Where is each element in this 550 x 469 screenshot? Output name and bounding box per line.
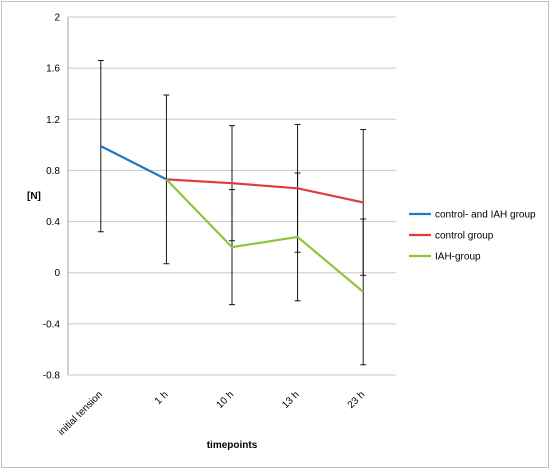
x-tick-label: initial tension bbox=[56, 389, 105, 438]
x-tick-label: 13 h bbox=[280, 389, 302, 411]
y-axis-label: [N] bbox=[27, 191, 41, 202]
y-tick-label: 1.2 bbox=[46, 115, 60, 126]
legend: control- and IAH group control group IAH-g… bbox=[409, 210, 536, 263]
legend-label: IAH-group bbox=[435, 252, 481, 263]
y-tick-label: 2 bbox=[54, 13, 60, 24]
y-tick-label: -0.4 bbox=[43, 319, 61, 330]
y-tick-labels: 2 1.6 1.2 0.8 0.4 0 -0.4 -0.8 bbox=[43, 13, 61, 382]
y-tick-label: 0 bbox=[54, 268, 60, 279]
series-line bbox=[166, 178, 364, 204]
series-line bbox=[165, 178, 364, 293]
y-tick-label: 1.6 bbox=[46, 64, 60, 75]
error-bars bbox=[97, 60, 367, 366]
series-lines bbox=[100, 145, 364, 293]
x-axis-label: timepoints bbox=[207, 440, 258, 451]
x-tick-labels: initial tension 1 h 10 h 13 h 23 h bbox=[56, 389, 367, 438]
x-tick-label: 1 h bbox=[153, 389, 171, 407]
y-tick-label: 0.4 bbox=[46, 217, 60, 228]
legend-label: control- and IAH group bbox=[435, 210, 536, 221]
series-line bbox=[100, 145, 167, 181]
x-tick-label: 10 h bbox=[215, 389, 237, 411]
y-tick-label: -0.8 bbox=[43, 371, 61, 382]
y-tick-label: 0.8 bbox=[46, 166, 60, 177]
legend-label: control group bbox=[435, 231, 494, 242]
x-tick-label: 23 h bbox=[346, 389, 368, 411]
